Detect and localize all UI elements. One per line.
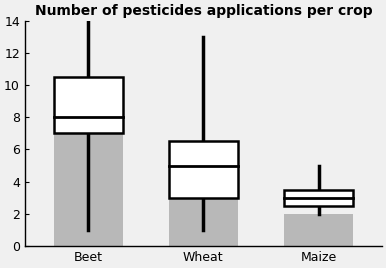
Title: Number of pesticides applications per crop: Number of pesticides applications per cr… <box>35 4 372 18</box>
Bar <box>54 117 123 246</box>
Bar <box>169 142 238 198</box>
Bar <box>284 190 353 206</box>
Bar <box>284 214 353 246</box>
Bar <box>169 166 238 246</box>
Bar <box>54 77 123 133</box>
